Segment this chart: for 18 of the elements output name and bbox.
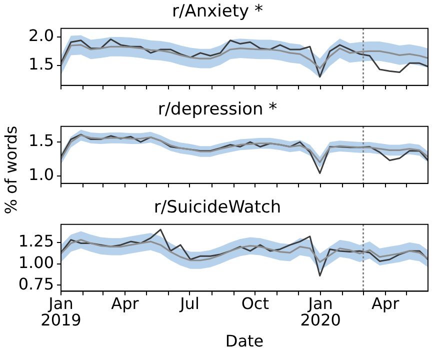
y-tick-label: 1.00 xyxy=(18,252,54,272)
y-tick-label: 1.5 xyxy=(28,54,54,74)
x-axis-title: Date xyxy=(225,332,264,351)
x-tick-label: Jul xyxy=(179,294,200,313)
y-tick-label: 1.25 xyxy=(18,232,54,251)
y-tick-label: 1.5 xyxy=(28,131,54,150)
y-tick-label: 2.0 xyxy=(28,26,54,46)
chart-title: r/Anxiety * xyxy=(172,2,263,22)
chart-title: r/SuicideWatch xyxy=(154,198,282,218)
x-tick-label: Apr xyxy=(111,294,140,313)
x-tick-label: Apr xyxy=(371,294,400,313)
x-tick-label: Jan 2019 xyxy=(40,294,82,330)
y-axis-title: % of words xyxy=(2,126,20,214)
chart-title: r/depression * xyxy=(158,100,278,120)
x-tick-label: Jan 2020 xyxy=(300,294,341,330)
y-tick-label: 0.75 xyxy=(18,274,54,294)
y-tick-label: 1.0 xyxy=(28,165,54,184)
x-tick-label: Oct xyxy=(241,294,270,313)
